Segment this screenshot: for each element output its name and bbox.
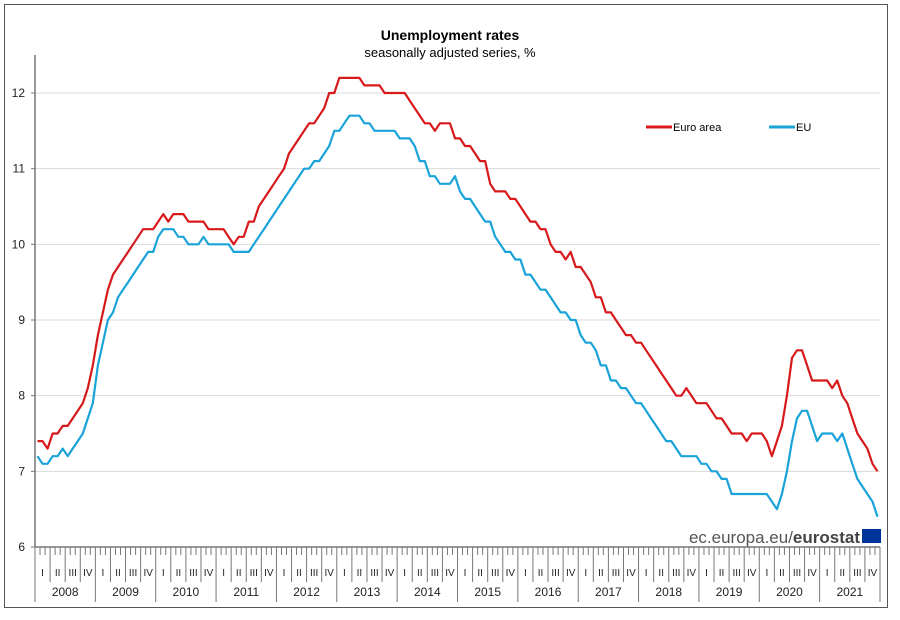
year-label: 2011 xyxy=(233,585,259,599)
quarter-label: IV xyxy=(687,568,697,579)
quarter-label: I xyxy=(403,568,406,579)
year-label: 2014 xyxy=(414,585,441,599)
quarter-label: III xyxy=(69,568,77,579)
quarter-label: I xyxy=(524,568,527,579)
legend: Euro area EU xyxy=(646,122,811,134)
quarter-label: IV xyxy=(506,568,516,579)
quarter-label: III xyxy=(370,568,378,579)
quarter-label: IV xyxy=(807,568,817,579)
chart-frame xyxy=(4,4,888,608)
y-tick-label: 11 xyxy=(13,162,26,176)
quarter-label: II xyxy=(538,568,544,579)
quarter-label: II xyxy=(417,568,423,579)
year-label: 2010 xyxy=(173,585,200,599)
y-tick-label: 7 xyxy=(18,464,25,478)
year-label: 2019 xyxy=(716,585,743,599)
quarter-label: I xyxy=(584,568,587,579)
quarter-label: III xyxy=(431,568,439,579)
logo-prefix: ec.europa.eu/ xyxy=(689,528,793,547)
y-tick-label: 12 xyxy=(12,86,26,100)
quarter-label: II xyxy=(779,568,785,579)
quarter-label: IV xyxy=(626,568,636,579)
quarter-label: II xyxy=(55,568,61,579)
chart-title: Unemployment rates xyxy=(381,27,520,43)
y-tick-label: 10 xyxy=(12,237,26,251)
quarter-label: IV xyxy=(204,568,214,579)
year-label: 2016 xyxy=(535,585,562,599)
quarter-label: I xyxy=(162,568,165,579)
quarter-label: IV xyxy=(747,568,757,579)
quarter-label: II xyxy=(719,568,725,579)
year-label: 2021 xyxy=(836,585,863,599)
quarter-label: I xyxy=(41,568,44,579)
quarter-label: III xyxy=(250,568,258,579)
quarter-label: II xyxy=(115,568,121,579)
y-tick-label: 6 xyxy=(18,540,25,554)
quarter-label: III xyxy=(189,568,197,579)
quarter-label: I xyxy=(705,568,708,579)
quarter-label: IV xyxy=(566,568,576,579)
y-tick-label: 8 xyxy=(18,389,25,403)
svg-text:ec.europa.eu/eurostat: ec.europa.eu/eurostat xyxy=(689,528,860,547)
quarter-label: II xyxy=(658,568,664,579)
quarter-label: II xyxy=(176,568,182,579)
quarter-label: II xyxy=(357,568,363,579)
quarter-label: IV xyxy=(83,568,93,579)
quarter-label: I xyxy=(765,568,768,579)
quarter-label: III xyxy=(612,568,620,579)
quarter-label: IV xyxy=(264,568,274,579)
quarter-label: II xyxy=(477,568,483,579)
year-label: 2020 xyxy=(776,585,803,599)
eu-flag-icon xyxy=(862,529,881,543)
series-line-euro-area xyxy=(37,76,879,472)
quarter-label: III xyxy=(129,568,137,579)
quarter-label: I xyxy=(826,568,829,579)
quarter-label: I xyxy=(645,568,648,579)
year-label: 2018 xyxy=(655,585,682,599)
quarter-label: I xyxy=(222,568,225,579)
legend-label-eu: EU xyxy=(796,122,811,134)
chart-subtitle: seasonally adjusted series, % xyxy=(364,45,536,60)
quarter-label: III xyxy=(551,568,559,579)
quarter-label: III xyxy=(491,568,499,579)
quarter-label: II xyxy=(236,568,242,579)
quarter-label: III xyxy=(853,568,861,579)
quarter-label: III xyxy=(793,568,801,579)
quarter-label: II xyxy=(296,568,302,579)
year-label: 2009 xyxy=(112,585,139,599)
quarter-label: I xyxy=(283,568,286,579)
quarter-label: II xyxy=(598,568,604,579)
quarter-label: III xyxy=(310,568,318,579)
quarter-label: II xyxy=(839,568,845,579)
year-label: 2008 xyxy=(52,585,79,599)
year-label: 2017 xyxy=(595,585,622,599)
quarter-label: III xyxy=(672,568,680,579)
quarter-label: III xyxy=(732,568,740,579)
legend-label-euro-area: Euro area xyxy=(673,122,722,134)
eurostat-logo: ec.europa.eu/eurostat xyxy=(689,528,881,547)
year-label: 2015 xyxy=(474,585,501,599)
quarter-label: IV xyxy=(385,568,395,579)
series-line-eu xyxy=(36,114,879,518)
year-label: 2013 xyxy=(354,585,381,599)
quarter-label: I xyxy=(464,568,467,579)
quarter-label: I xyxy=(343,568,346,579)
year-label: 2012 xyxy=(293,585,320,599)
quarter-label: I xyxy=(102,568,105,579)
quarter-label: IV xyxy=(143,568,153,579)
logo-brand: eurostat xyxy=(793,528,860,547)
quarter-label: IV xyxy=(868,568,878,579)
y-tick-label: 9 xyxy=(18,313,25,327)
quarter-label: IV xyxy=(325,568,335,579)
quarter-label: IV xyxy=(445,568,455,579)
